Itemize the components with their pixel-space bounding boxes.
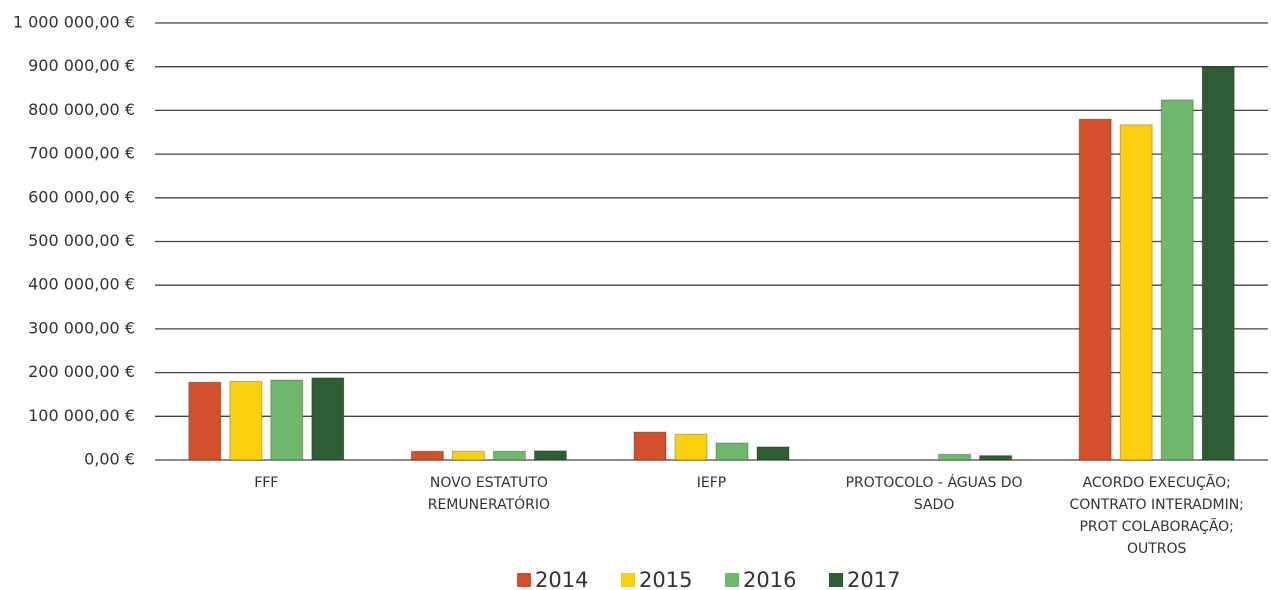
y-tick-label: 1 000 000,00 € [13,13,135,32]
bar [533,450,567,461]
bar [229,380,263,461]
bar [633,431,667,461]
bar [756,446,790,461]
x-tick-line: OUTROS [1127,541,1187,557]
y-tick-label: 200 000,00 € [28,362,135,381]
y-tick-label: 300 000,00 € [28,318,135,337]
legend-swatch [621,573,635,587]
bar [188,381,222,461]
bar [451,450,485,461]
y-tick-label: 700 000,00 € [28,144,135,163]
y-tick-label: 100 000,00 € [28,406,135,425]
bar [715,442,749,461]
bar [938,453,972,461]
x-tick-line: CONTRATO INTERADMIN; [1069,497,1243,513]
legend-swatch [829,573,843,587]
y-tick-label: 400 000,00 € [28,275,135,294]
x-tick-line: SADO [914,497,955,513]
legend-label: 2017 [847,568,900,590]
y-tick-label: 900 000,00 € [28,56,135,75]
x-tick-label: ACORDO EXECUÇÃO; CONTRATO INTERADMIN; PROT… [1069,474,1243,557]
legend-swatch [517,573,531,587]
bar [270,379,304,461]
y-tick-label: 0,00 € [84,450,135,469]
y-tick-label: 600 000,00 € [28,187,135,206]
y-tick-label: 800 000,00 € [28,100,135,119]
x-tick-label: FFF [254,475,278,491]
x-tick-line: FFF [254,475,278,491]
x-tick-label: PROTOCOLO - ÁGUAS DO SADO [846,474,1023,513]
x-tick-label: NOVO ESTATUTO REMUNERATÓRIO [428,475,550,513]
legend-label: 2014 [535,568,588,590]
x-tick-line: ACORDO EXECUÇÃO; [1083,474,1231,491]
x-tick-line: PROTOCOLO - ÁGUAS DO [846,474,1023,491]
bar [979,455,1013,461]
bar [1201,66,1235,461]
bar [492,450,526,461]
x-tick-line: PROT COLABORAÇÃO; [1079,518,1233,535]
bar [1160,99,1194,461]
bar [410,450,444,461]
x-tick-line: NOVO ESTATUTO [430,475,548,491]
legend-label: 2015 [639,568,692,590]
legend-label: 2016 [743,568,796,590]
bar [674,433,708,461]
legend-swatch [725,573,739,587]
bar [1119,124,1153,461]
bar [1078,118,1112,461]
y-tick-label: 500 000,00 € [28,231,135,250]
x-tick-line: REMUNERATÓRIO [428,495,550,513]
bar [311,377,345,461]
x-tick-line: IEFP [697,475,726,491]
x-tick-label: IEFP [697,475,726,491]
